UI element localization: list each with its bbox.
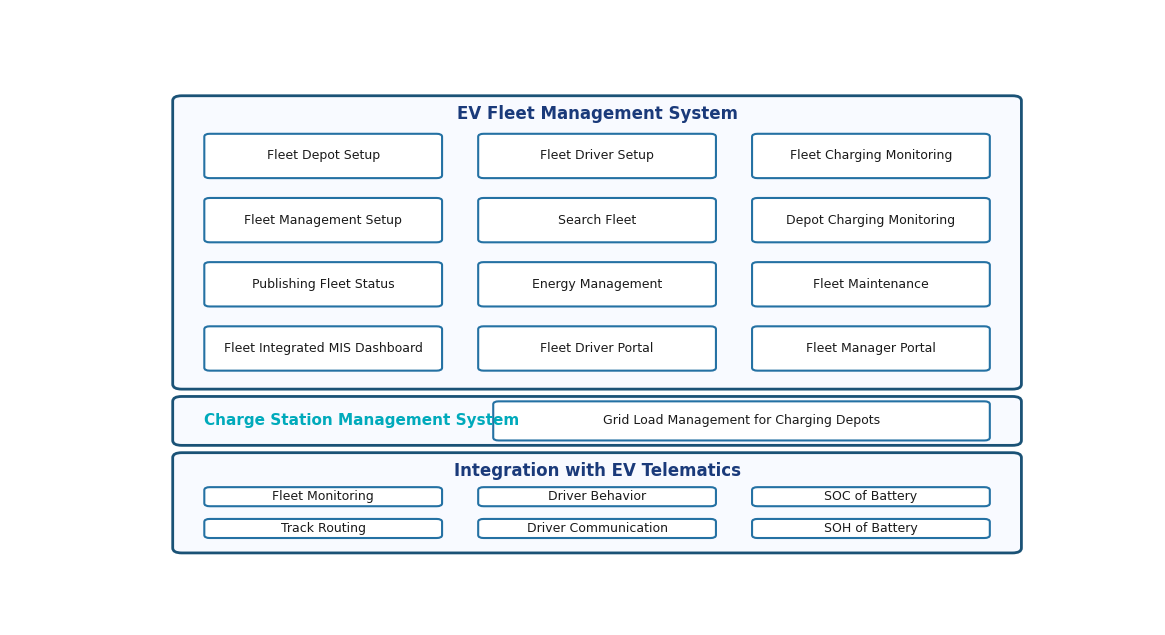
Text: SOC of Battery: SOC of Battery [825,490,918,503]
Text: Fleet Depot Setup: Fleet Depot Setup [267,149,380,163]
Text: Fleet Manager Portal: Fleet Manager Portal [806,342,935,355]
FancyBboxPatch shape [753,198,990,243]
Text: SOH of Battery: SOH of Battery [824,522,918,535]
Text: Integration with EV Telematics: Integration with EV Telematics [453,462,741,480]
Text: Track Routing: Track Routing [281,522,366,535]
FancyBboxPatch shape [478,326,716,371]
FancyBboxPatch shape [172,396,1022,445]
FancyBboxPatch shape [478,487,716,506]
Text: Search Fleet: Search Fleet [558,213,636,227]
FancyBboxPatch shape [204,519,442,538]
FancyBboxPatch shape [478,198,716,243]
FancyBboxPatch shape [753,326,990,371]
FancyBboxPatch shape [204,326,442,371]
Text: Energy Management: Energy Management [532,277,662,291]
Text: Fleet Integrated MIS Dashboard: Fleet Integrated MIS Dashboard [224,342,423,355]
FancyBboxPatch shape [204,134,442,178]
FancyBboxPatch shape [493,401,990,441]
Text: Grid Load Management for Charging Depots: Grid Load Management for Charging Depots [603,415,880,427]
Text: Fleet Maintenance: Fleet Maintenance [813,277,929,291]
Text: Fleet Charging Monitoring: Fleet Charging Monitoring [790,149,952,163]
Text: Charge Station Management System: Charge Station Management System [204,413,520,429]
Text: Fleet Management Setup: Fleet Management Setup [245,213,402,227]
FancyBboxPatch shape [172,96,1022,389]
FancyBboxPatch shape [478,262,716,307]
FancyBboxPatch shape [478,519,716,538]
FancyBboxPatch shape [204,198,442,243]
FancyBboxPatch shape [753,134,990,178]
Text: Fleet Driver Setup: Fleet Driver Setup [541,149,654,163]
FancyBboxPatch shape [753,519,990,538]
FancyBboxPatch shape [753,262,990,307]
FancyBboxPatch shape [204,262,442,307]
FancyBboxPatch shape [172,453,1022,553]
FancyBboxPatch shape [478,134,716,178]
FancyBboxPatch shape [204,487,442,506]
Text: Fleet Monitoring: Fleet Monitoring [273,490,374,503]
FancyBboxPatch shape [753,487,990,506]
Text: Driver Behavior: Driver Behavior [548,490,647,503]
Text: Publishing Fleet Status: Publishing Fleet Status [252,277,395,291]
Text: Driver Communication: Driver Communication [527,522,668,535]
Text: Depot Charging Monitoring: Depot Charging Monitoring [786,213,955,227]
Text: Fleet Driver Portal: Fleet Driver Portal [541,342,654,355]
Text: EV Fleet Management System: EV Fleet Management System [457,105,737,123]
